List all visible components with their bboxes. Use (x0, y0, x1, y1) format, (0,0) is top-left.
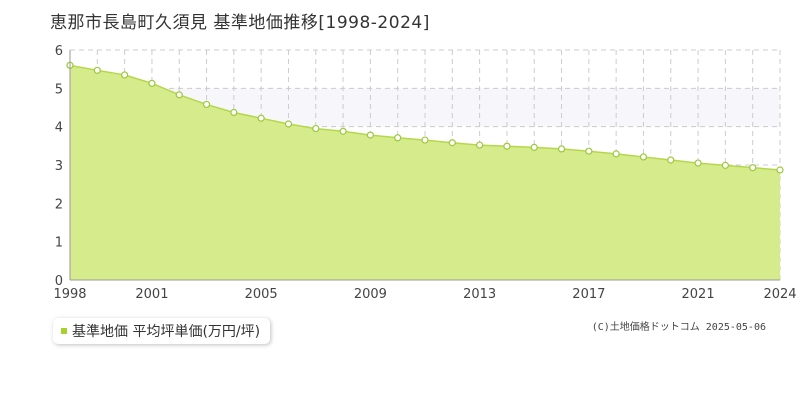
x-tick-label: 2005 (245, 287, 278, 302)
x-tick-label: 2013 (463, 287, 496, 302)
data-point (721, 161, 729, 169)
y-tick-label: 6 (55, 44, 63, 59)
data-point (339, 127, 347, 135)
series-markers (66, 61, 784, 174)
x-tick-label: 2001 (135, 287, 168, 302)
y-tick-label: 1 (55, 236, 63, 251)
data-point (585, 147, 593, 155)
data-point (93, 66, 101, 74)
data-point (557, 145, 566, 153)
data-point (776, 166, 784, 174)
data-point (202, 100, 211, 109)
data-point (448, 139, 456, 147)
data-point (284, 120, 293, 128)
data-point (530, 143, 538, 151)
data-point (421, 136, 429, 144)
x-tick-label: 1998 (53, 287, 86, 302)
data-point (749, 164, 757, 172)
x-tick-label: 2017 (572, 287, 605, 302)
legend: 基準地価 平均坪単価(万円/坪) (53, 318, 271, 344)
data-point (639, 153, 648, 161)
data-point (148, 79, 156, 87)
data-point (667, 156, 675, 164)
x-tick-label: 2024 (763, 287, 796, 302)
credit-text: (C)土地価格ドットコム 2025-05-06 (591, 322, 766, 333)
data-point (612, 150, 620, 158)
y-tick-label: 0 (55, 274, 63, 289)
y-tick-label: 4 (55, 121, 63, 136)
data-point (503, 142, 511, 150)
data-point (694, 159, 702, 167)
x-tick-label: 2021 (682, 287, 715, 302)
x-tick-labels: 1998 2001 2005 2009 2013 2017 2021 2024 (53, 287, 796, 302)
data-point (175, 91, 183, 99)
y-tick-labels: 0 1 2 3 4 5 6 (55, 44, 63, 289)
legend-label: 基準地価 平均坪単価(万円/坪) (72, 324, 261, 340)
y-tick-label: 5 (55, 82, 63, 97)
data-point (230, 108, 238, 117)
y-tick-label: 2 (55, 197, 63, 212)
legend-swatch-icon (61, 328, 67, 334)
data-point (366, 131, 374, 139)
y-tick-label: 3 (55, 159, 63, 174)
chart-title: 恵那市長島町久須見 基準地価推移[1998-2024] (50, 13, 430, 33)
series-area (70, 65, 780, 280)
data-point (121, 71, 129, 79)
x-tick-label: 2009 (354, 287, 387, 302)
data-point (312, 124, 320, 133)
data-point (476, 141, 484, 149)
data-point (257, 114, 265, 122)
data-point (394, 134, 402, 142)
